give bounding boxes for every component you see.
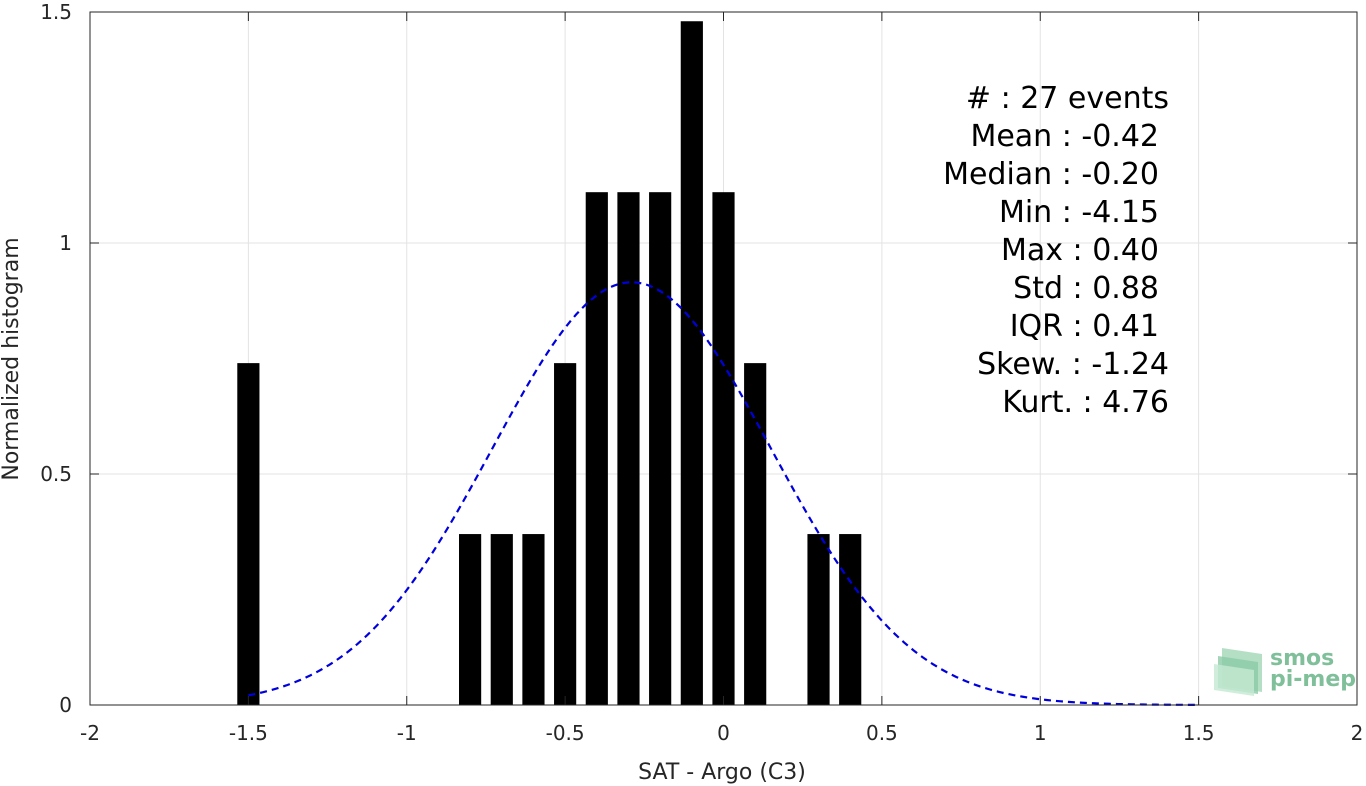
logo-text-smos: smos bbox=[1270, 646, 1334, 671]
stats-line: Kurt. : 4.76 bbox=[1002, 385, 1169, 420]
y-tick-label: 0.5 bbox=[40, 462, 72, 486]
histogram-bar bbox=[839, 534, 862, 705]
histogram-bars bbox=[237, 21, 862, 706]
stats-line: Mean : -0.42 bbox=[970, 119, 1159, 154]
y-tick-label: 0 bbox=[59, 693, 72, 717]
gaussian-fit bbox=[248, 281, 1199, 706]
x-axis-title: SAT - Argo (C3) bbox=[638, 760, 806, 785]
x-tick-label: -1.5 bbox=[229, 721, 268, 745]
histogram-bar bbox=[490, 534, 513, 705]
histogram-bar bbox=[649, 192, 672, 705]
stats-line: Median : -0.20 bbox=[943, 157, 1159, 192]
histogram-bar bbox=[807, 534, 830, 705]
x-tick-label: 1.5 bbox=[1183, 721, 1215, 745]
logo-text-pi-mep: pi-mep bbox=[1270, 667, 1356, 692]
x-tick-label: -1 bbox=[397, 721, 417, 745]
stats-line: # : 27 events bbox=[966, 81, 1169, 116]
y-tick-label: 1.5 bbox=[40, 0, 72, 24]
logo-icon bbox=[1214, 648, 1262, 696]
histogram-bar bbox=[744, 363, 767, 705]
fit-curve-line bbox=[248, 281, 1199, 706]
smos-pi-mep-logo: smos pi-mep bbox=[1214, 646, 1356, 696]
x-tick-label: -0.5 bbox=[546, 721, 585, 745]
axis-ticks: -2 -1.5 -1 -0.5 0 0.5 1 1.5 2 0 0.5 1 1.5 bbox=[40, 0, 1363, 745]
x-tick-label: 0 bbox=[717, 721, 730, 745]
histogram-bar bbox=[617, 192, 640, 705]
stats-line: Max : 0.40 bbox=[1001, 233, 1159, 268]
y-axis-title: Normalized histogram bbox=[0, 237, 24, 480]
x-tick-label: 2 bbox=[1351, 721, 1364, 745]
histogram-bar bbox=[459, 534, 482, 705]
stats-line: Skew. : -1.24 bbox=[977, 347, 1169, 382]
stats-line: IQR : 0.41 bbox=[1010, 309, 1159, 344]
histogram-bar bbox=[237, 363, 260, 705]
x-tick-label: 0.5 bbox=[866, 721, 898, 745]
histogram-bar bbox=[680, 21, 703, 706]
histogram-bar bbox=[554, 363, 577, 705]
histogram-bar bbox=[522, 534, 545, 705]
histogram-bar bbox=[712, 192, 735, 705]
x-tick-label: 1 bbox=[1034, 721, 1047, 745]
histogram-bar bbox=[585, 192, 608, 705]
stats-line: Std : 0.88 bbox=[1013, 271, 1159, 306]
stats-line: Min : -4.15 bbox=[999, 195, 1159, 230]
x-tick-label: -2 bbox=[80, 721, 100, 745]
y-tick-label: 1 bbox=[59, 231, 72, 255]
